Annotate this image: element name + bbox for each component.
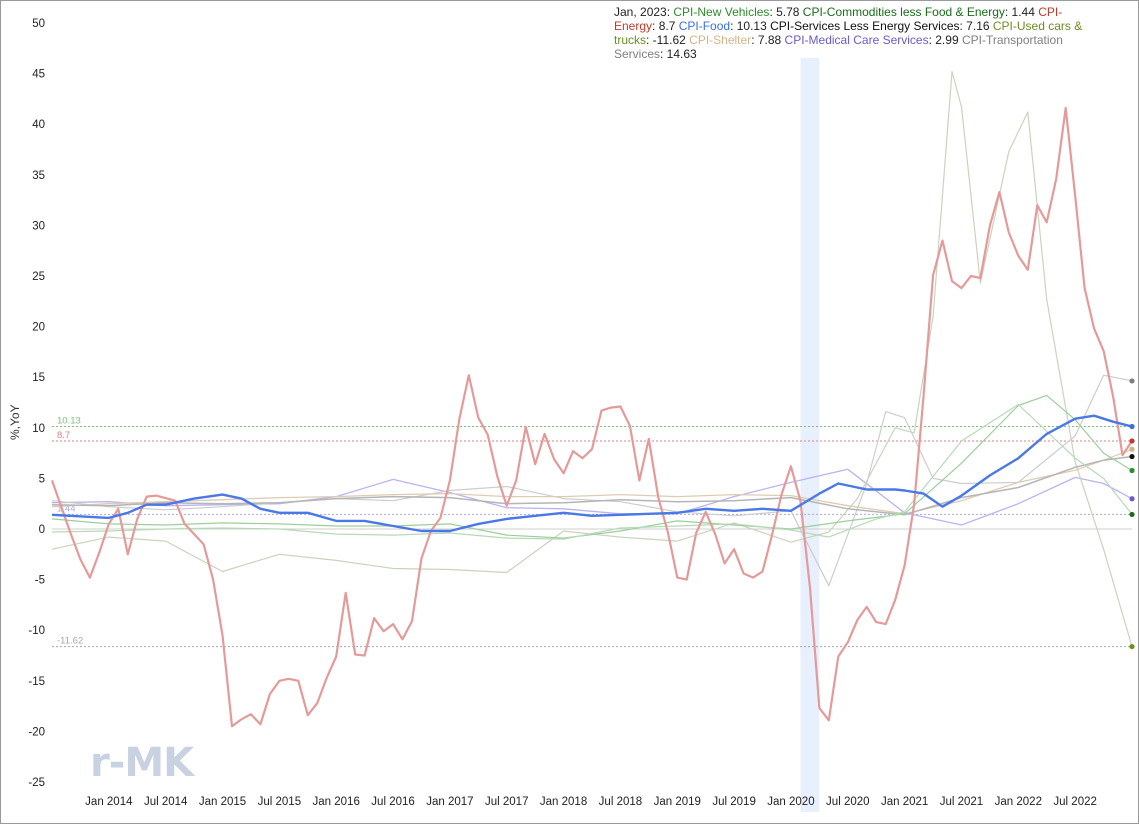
recession-band <box>800 58 820 812</box>
x-tick-label: Jan 2014 <box>85 796 133 808</box>
series-end-marker <box>1129 496 1135 502</box>
legend-date: Jan, 2023: <box>614 5 674 19</box>
legend-entry-value: : 1.44 <box>1004 5 1039 19</box>
series-end-marker <box>1129 438 1135 444</box>
series-end-marker <box>1129 446 1135 452</box>
x-tick-label: Jul 2020 <box>826 796 869 808</box>
x-tick-label: Jul 2017 <box>485 796 528 808</box>
reference-line-label: 8.7 <box>57 430 70 441</box>
x-tick-label: Jan 2017 <box>426 796 473 808</box>
legend-entry-value: : 7.16 <box>959 19 993 33</box>
chart-legend: Jan, 2023: CPI-New Vehicles: 5.78 CPI-Co… <box>614 5 1094 61</box>
y-tick-label: -15 <box>28 676 45 688</box>
legend-entry-value: : -11.62 <box>646 33 690 47</box>
y-tick-label: -20 <box>28 726 45 738</box>
x-tick-label: Jul 2019 <box>712 796 755 808</box>
legend-entry-name: CPI-Food <box>678 19 731 33</box>
x-tick-label: Jul 2014 <box>144 796 188 808</box>
y-tick-label: 30 <box>32 220 45 232</box>
y-tick-label: 0 <box>39 524 45 536</box>
legend-entry-value: : 5.78 <box>769 5 803 19</box>
y-tick-label: -25 <box>28 777 45 789</box>
legend-entry-name: CPI-Energy <box>614 5 1063 33</box>
x-tick-label: Jan 2019 <box>654 796 701 808</box>
legend-entry-value: : 14.63 <box>660 47 697 61</box>
y-tick-label: 10 <box>32 423 45 435</box>
series-end-marker <box>1129 378 1135 384</box>
series-end-marker <box>1129 643 1135 650</box>
series-end-marker <box>1129 467 1135 474</box>
x-tick-label: Jan 2020 <box>767 796 814 808</box>
series-line <box>51 403 1133 540</box>
legend-entry-name: CPI-Used cars & trucks <box>614 19 1083 47</box>
series-end-marker <box>1129 423 1135 430</box>
x-tick-label: Jul 2015 <box>258 796 301 808</box>
y-tick-label: 40 <box>32 119 45 131</box>
y-tick-label: 15 <box>32 372 45 384</box>
legend-entry-name: CPI-New Vehicles <box>673 5 770 19</box>
series-line <box>51 71 1133 647</box>
x-tick-label: Jan 2021 <box>881 796 928 808</box>
reference-line-label: -11.62 <box>57 636 83 647</box>
y-tick-label: 50 <box>32 18 45 30</box>
y-tick-label: 20 <box>32 322 45 334</box>
series-line <box>50 106 1133 728</box>
legend-entry-value: : 7.88 <box>751 33 785 47</box>
y-tick-label: 5 <box>39 473 45 485</box>
watermark-logo: r-MK <box>90 740 194 786</box>
legend-entry-value: : 10.13 <box>730 19 771 33</box>
y-tick-label: 25 <box>32 271 45 283</box>
y-tick-label: 45 <box>32 69 45 81</box>
legend-entry-name: CPI-Commodities less Food & Energy <box>802 5 1005 19</box>
x-tick-label: Jan 2022 <box>995 796 1042 808</box>
legend-entry-name: CPI-Services Less Energy Services <box>770 19 960 33</box>
x-tick-label: Jul 2022 <box>1053 796 1096 808</box>
x-tick-label: Jul 2021 <box>940 796 983 808</box>
reference-line-label: 10.13 <box>57 415 81 426</box>
series-line <box>51 394 1133 539</box>
x-tick-label: Jan 2018 <box>540 796 587 808</box>
legend-entry-name: CPI-Transportation Services <box>614 33 1063 61</box>
series-line <box>51 374 1133 587</box>
x-tick-label: Jul 2018 <box>599 796 642 808</box>
y-axis-label: %,YoY <box>8 404 22 440</box>
y-tick-label: 35 <box>32 170 45 182</box>
series-end-marker <box>1129 453 1135 460</box>
x-tick-label: Jan 2015 <box>199 796 246 808</box>
series-end-marker <box>1129 511 1135 518</box>
legend-entry-name: CPI-Medical Care Services <box>784 33 929 47</box>
legend-entry-value: : 8.7 <box>652 19 679 33</box>
y-tick-label: -10 <box>28 625 45 637</box>
series-line <box>51 414 1133 533</box>
legend-entry-name: CPI-Shelter <box>689 33 752 47</box>
reference-line-label: 1.44 <box>57 503 76 514</box>
series-line <box>51 455 1133 516</box>
x-tick-label: Jul 2016 <box>371 796 414 808</box>
legend-entry-value: : 2.99 <box>928 33 962 47</box>
y-tick-label: -5 <box>35 575 45 587</box>
x-tick-label: Jan 2016 <box>313 796 360 808</box>
